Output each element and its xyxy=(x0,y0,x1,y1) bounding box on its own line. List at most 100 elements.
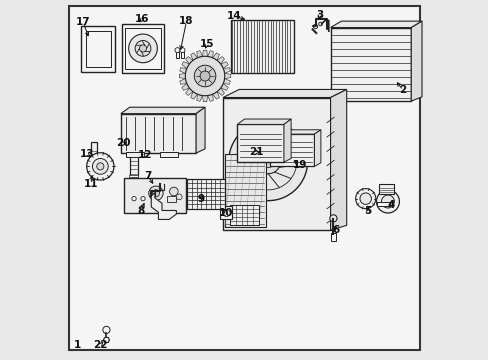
Bar xyxy=(224,154,265,227)
Circle shape xyxy=(92,158,108,174)
Polygon shape xyxy=(196,51,202,58)
Polygon shape xyxy=(269,130,320,134)
Circle shape xyxy=(223,210,230,217)
Circle shape xyxy=(175,48,180,53)
Bar xyxy=(330,233,336,241)
Polygon shape xyxy=(202,50,207,57)
Text: 18: 18 xyxy=(179,17,193,27)
Text: 5: 5 xyxy=(364,206,371,216)
Polygon shape xyxy=(182,84,189,90)
Polygon shape xyxy=(223,98,330,230)
Bar xyxy=(220,210,224,214)
Text: 17: 17 xyxy=(76,17,90,27)
Polygon shape xyxy=(217,88,224,95)
Bar xyxy=(123,178,186,213)
Circle shape xyxy=(141,197,145,201)
Circle shape xyxy=(148,186,163,201)
Circle shape xyxy=(132,197,136,201)
Polygon shape xyxy=(202,95,207,102)
Polygon shape xyxy=(224,73,230,78)
Circle shape xyxy=(200,71,210,81)
Bar xyxy=(230,205,258,225)
Circle shape xyxy=(255,149,280,174)
Polygon shape xyxy=(185,88,193,95)
Polygon shape xyxy=(212,53,219,60)
Bar xyxy=(269,134,314,166)
Text: 19: 19 xyxy=(292,160,306,170)
Circle shape xyxy=(102,326,110,333)
Circle shape xyxy=(103,337,109,343)
Circle shape xyxy=(228,122,307,201)
Bar xyxy=(175,51,179,58)
Circle shape xyxy=(359,193,371,204)
Circle shape xyxy=(329,215,336,222)
Polygon shape xyxy=(182,62,189,68)
Circle shape xyxy=(176,194,182,200)
Polygon shape xyxy=(121,107,204,114)
Circle shape xyxy=(128,34,157,63)
Text: 6: 6 xyxy=(332,225,339,235)
Text: 7: 7 xyxy=(144,171,152,181)
Circle shape xyxy=(194,65,215,87)
Bar xyxy=(166,196,175,202)
Polygon shape xyxy=(196,107,204,153)
Circle shape xyxy=(169,187,178,196)
Polygon shape xyxy=(129,175,138,177)
Text: 15: 15 xyxy=(199,40,214,49)
Text: 11: 11 xyxy=(83,179,98,189)
Bar xyxy=(237,125,284,162)
Polygon shape xyxy=(223,68,230,73)
Polygon shape xyxy=(220,62,228,68)
Polygon shape xyxy=(207,51,213,58)
Text: 1: 1 xyxy=(74,340,81,350)
Bar xyxy=(220,206,231,220)
Circle shape xyxy=(135,41,151,56)
Bar xyxy=(230,20,293,73)
Circle shape xyxy=(152,190,159,197)
Polygon shape xyxy=(223,78,230,84)
Text: 2: 2 xyxy=(399,85,406,95)
Text: 8: 8 xyxy=(137,206,144,216)
Polygon shape xyxy=(185,57,193,64)
Circle shape xyxy=(180,48,184,53)
Text: 10: 10 xyxy=(218,208,233,218)
Text: 12: 12 xyxy=(137,150,152,160)
Circle shape xyxy=(318,22,322,26)
Bar xyxy=(91,142,97,173)
Text: 3: 3 xyxy=(316,10,323,20)
Polygon shape xyxy=(330,89,346,230)
Text: 13: 13 xyxy=(79,149,94,159)
Polygon shape xyxy=(151,193,176,220)
Text: 20: 20 xyxy=(116,139,130,148)
Polygon shape xyxy=(190,53,197,60)
Bar xyxy=(89,157,92,165)
Bar xyxy=(126,152,144,157)
Polygon shape xyxy=(180,68,186,73)
Circle shape xyxy=(97,163,104,170)
Text: 9: 9 xyxy=(197,194,204,204)
Text: 14: 14 xyxy=(227,12,241,22)
Circle shape xyxy=(313,24,317,29)
Bar xyxy=(125,28,160,69)
Text: 4: 4 xyxy=(387,200,394,210)
Bar xyxy=(330,28,410,101)
Bar xyxy=(160,152,178,157)
Circle shape xyxy=(376,190,399,213)
Circle shape xyxy=(185,56,224,96)
Polygon shape xyxy=(217,57,224,64)
Polygon shape xyxy=(129,143,138,145)
Bar xyxy=(129,144,137,176)
Bar xyxy=(81,26,115,72)
Polygon shape xyxy=(237,119,290,125)
Polygon shape xyxy=(207,94,213,101)
Polygon shape xyxy=(212,92,219,99)
Bar xyxy=(122,24,164,73)
Bar xyxy=(379,184,393,194)
Circle shape xyxy=(381,195,394,208)
Text: 21: 21 xyxy=(248,147,263,157)
Polygon shape xyxy=(179,73,185,78)
Polygon shape xyxy=(410,21,421,101)
Circle shape xyxy=(261,155,274,168)
Bar xyxy=(180,51,184,58)
Polygon shape xyxy=(220,84,228,90)
